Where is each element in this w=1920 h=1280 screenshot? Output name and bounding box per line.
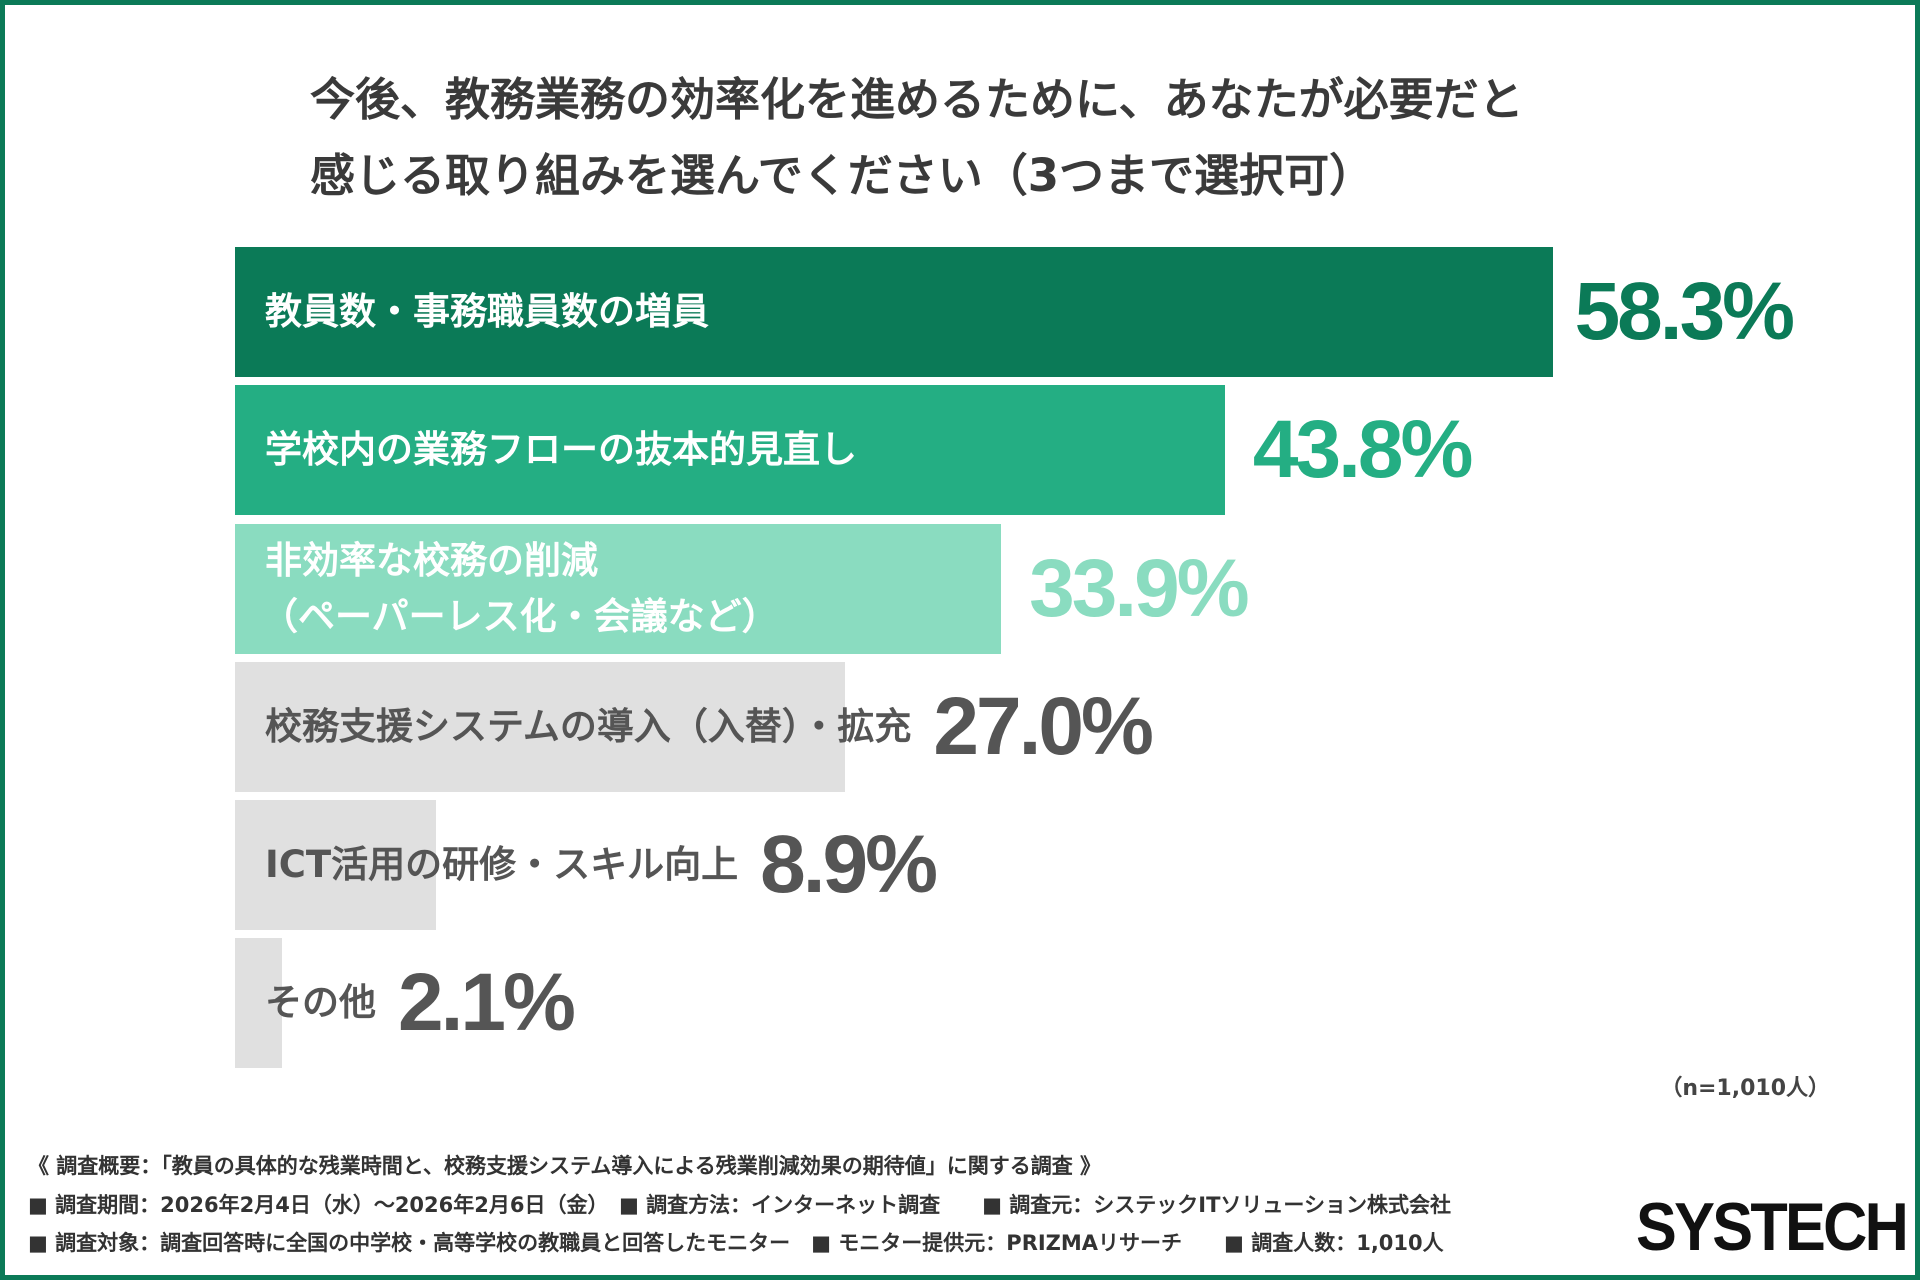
value-label: 58.3% bbox=[1574, 266, 1796, 357]
footer-target: ■ 調査対象：調査回答時に全国の中学校・高等学校の教職員と回答したモニター ■ … bbox=[28, 1231, 1444, 1255]
value-row: 33.9% bbox=[1029, 524, 1250, 654]
category-label: 教員数・事務職員数の増員 bbox=[235, 284, 1553, 340]
category-label-line: 校務支援システムの導入（入替）・拡充 bbox=[265, 705, 912, 748]
category-label-line: 非効率な校務の削減 bbox=[265, 539, 598, 582]
title-line-2: 感じる取り組みを選んでください（3つまで選択可） bbox=[310, 149, 1375, 202]
category-label: 学校内の業務フローの抜本的見直し bbox=[235, 422, 1225, 478]
value-label: 27.0% bbox=[933, 681, 1154, 772]
category-label-line: その他 bbox=[265, 981, 376, 1024]
bar-row: 学校内の業務フローの抜本的見直し bbox=[235, 385, 1225, 515]
category-label: 校務支援システムの導入（入替）・拡充 bbox=[235, 699, 911, 755]
category-label-line: （ペーパーレス化・会議など） bbox=[261, 595, 779, 638]
bar-5 bbox=[235, 800, 437, 930]
bar-row: その他 2.1% bbox=[235, 938, 576, 1068]
bar-6 bbox=[235, 938, 283, 1068]
bar-2 bbox=[235, 385, 1225, 515]
value-label: 2.1% bbox=[398, 957, 576, 1048]
bar-row: 教員数・事務職員数の増員 bbox=[235, 247, 1553, 377]
category-label: その他 bbox=[235, 975, 376, 1031]
bar-4 bbox=[235, 662, 846, 792]
title-line-1: 今後、教務業務の効率化を進めるために、あなたが必要だと bbox=[310, 73, 1524, 126]
category-label-line: ICT活用の研修・スキル向上 bbox=[265, 843, 739, 886]
bar-row: 非効率な校務の削減 （ペーパーレス化・会議など） bbox=[235, 524, 1001, 654]
bar-3 bbox=[235, 524, 1002, 654]
category-label: 非効率な校務の削減 （ペーパーレス化・会議など） bbox=[235, 533, 1001, 645]
footer-summary: 《 調査概要：「教員の具体的な残業時間と、校務支援システム導入による残業削減効果… bbox=[28, 1154, 1102, 1178]
bar-row: ICT活用の研修・スキル向上 8.9% bbox=[235, 800, 938, 930]
category-label: ICT活用の研修・スキル向上 bbox=[235, 837, 738, 893]
category-label-line: 教員数・事務職員数の増員 bbox=[265, 290, 709, 333]
sample-size-note: （n=1,010人） bbox=[1660, 1076, 1830, 1101]
bar-row: 校務支援システムの導入（入替）・拡充 27.0% bbox=[235, 662, 1154, 792]
systech-logo: SYSTECH bbox=[1636, 1189, 1909, 1265]
value-label: 43.8% bbox=[1252, 404, 1474, 495]
chart-title: 今後、教務業務の効率化を進めるために、あなたが必要だと 感じる取り組みを選んでく… bbox=[310, 62, 1524, 214]
value-row: 58.3% bbox=[1574, 247, 1796, 377]
value-label: 8.9% bbox=[760, 819, 938, 910]
category-label-line: 学校内の業務フローの抜本的見直し bbox=[265, 428, 857, 471]
value-label: 33.9% bbox=[1029, 543, 1250, 634]
bar-1 bbox=[235, 247, 1553, 377]
value-row: 43.8% bbox=[1252, 385, 1474, 515]
footer-period: ■ 調査期間：2026年2月4日（水）～2026年2月6日（金） ■ 調査方法：… bbox=[28, 1193, 1452, 1217]
